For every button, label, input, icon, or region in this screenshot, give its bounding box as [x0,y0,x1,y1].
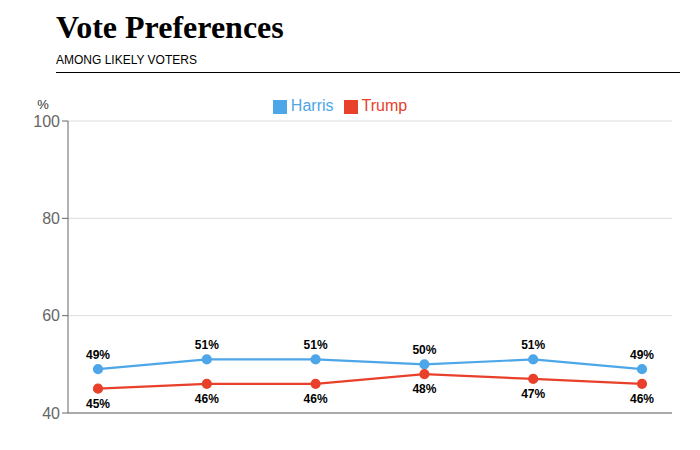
svg-text:50%: 50% [412,343,436,357]
svg-text:51%: 51% [195,338,219,352]
html-text:Harris: Harris [290,97,334,114]
svg-text:46%: 46% [195,392,219,406]
svg-text:51%: 51% [304,338,328,352]
svg-text:80: 80 [42,210,60,227]
svg-text:47%: 47% [521,387,545,401]
svg-text:46%: 46% [304,392,328,406]
svg-text:40: 40 [42,405,60,422]
svg-text:%: % [37,97,49,112]
svg-text:48%: 48% [412,382,436,396]
svg-text:51%: 51% [521,338,545,352]
html-text:Vote Preferences: Vote Preferences [56,9,284,45]
svg-text:49%: 49% [86,348,110,362]
svg-text:49%: 49% [630,348,654,362]
html-text:AMONG LIKELY VOTERS: AMONG LIKELY VOTERS [56,53,197,67]
html-text:Trump: Trump [361,97,408,114]
svg-text:60: 60 [42,307,60,324]
svg-text:46%: 46% [630,392,654,406]
svg-text:100: 100 [33,113,60,130]
svg-text:45%: 45% [86,397,110,411]
